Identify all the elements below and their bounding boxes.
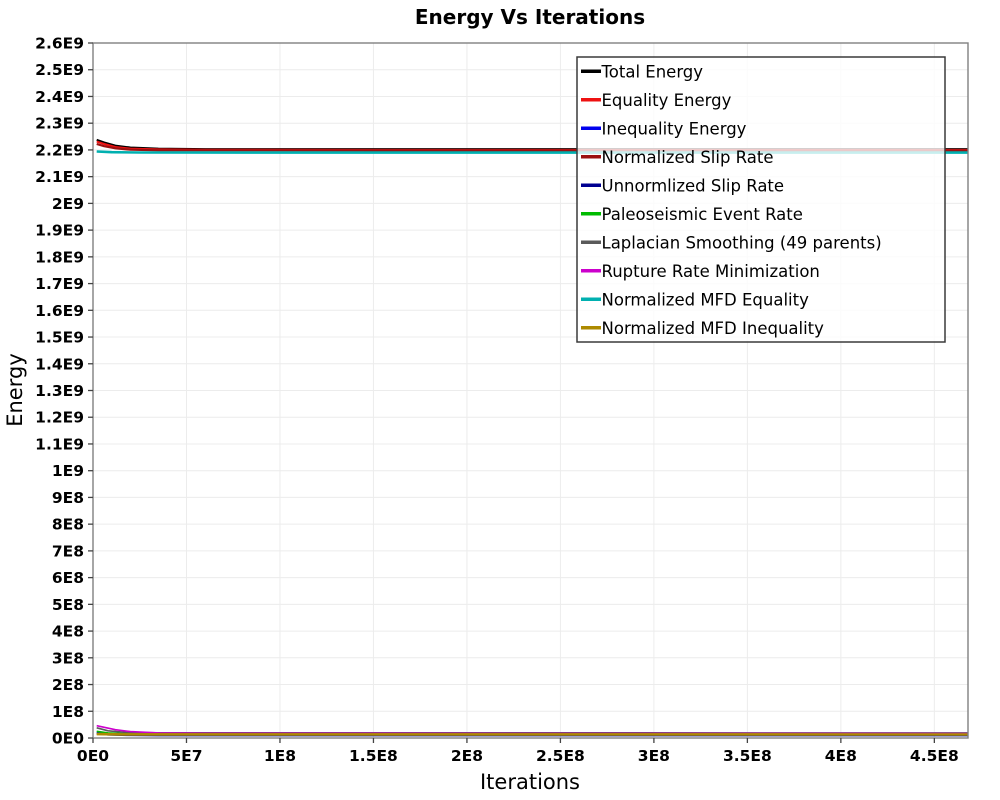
x-tick-label: 3.5E8 bbox=[723, 747, 772, 765]
legend-item: Total Energy bbox=[581, 62, 703, 81]
legend-label: Equality Energy bbox=[602, 91, 732, 110]
legend-label: Inequality Energy bbox=[602, 119, 747, 138]
y-tick-label: 1E9 bbox=[52, 462, 84, 480]
y-tick-label: 5E8 bbox=[52, 596, 84, 614]
y-tick-label: 1.3E9 bbox=[35, 382, 84, 400]
y-tick-label: 1.1E9 bbox=[35, 435, 84, 453]
legend-label: Unnormlized Slip Rate bbox=[602, 176, 785, 195]
y-tick-label: 7E8 bbox=[52, 542, 84, 560]
legend-label: Normalized Slip Rate bbox=[602, 148, 774, 167]
legend-item: Paleoseismic Event Rate bbox=[581, 205, 803, 224]
x-tick-label: 5E7 bbox=[170, 747, 202, 765]
y-tick-label: 1.9E9 bbox=[35, 222, 84, 240]
y-tick-label: 3E8 bbox=[52, 649, 84, 667]
y-tick-label: 2.3E9 bbox=[35, 115, 84, 133]
x-tick-label: 2E8 bbox=[451, 747, 483, 765]
x-tick-label: 1.5E8 bbox=[349, 747, 398, 765]
y-tick-label: 1.2E9 bbox=[35, 409, 84, 427]
legend-label: Paleoseismic Event Rate bbox=[602, 205, 803, 224]
series-line-normalized-slip-rate bbox=[96, 142, 968, 152]
legend-item: Normalized MFD Equality bbox=[581, 290, 809, 309]
y-tick-label: 2.4E9 bbox=[35, 88, 84, 106]
legend-item: Normalized MFD Inequality bbox=[581, 319, 824, 338]
legend-item: Normalized Slip Rate bbox=[581, 148, 774, 167]
x-axis-title: Iterations bbox=[480, 770, 580, 794]
legend-item: Rupture Rate Minimization bbox=[581, 262, 820, 281]
series-lines bbox=[96, 138, 968, 737]
y-tick-label: 0E0 bbox=[52, 730, 84, 748]
legend-item: Laplacian Smoothing (49 parents) bbox=[581, 233, 882, 252]
axes: 0E0 5E7 1E8 1.5E8 2E8 2.5E8 3E8 3.5E8 4E8 4.5E8 0E… bbox=[35, 35, 969, 765]
legend-label: Normalized MFD Equality bbox=[602, 290, 810, 309]
x-tick-label: 4E8 bbox=[825, 747, 857, 765]
x-tick-label: 3E8 bbox=[638, 747, 670, 765]
y-tick-label: 2.2E9 bbox=[35, 141, 84, 159]
series-line-normalized-mfd-equality bbox=[96, 150, 968, 154]
legend: Total Energy Equality Energy Inequality En… bbox=[576, 56, 946, 343]
y-axis-title: Energy bbox=[3, 353, 27, 427]
legend-label: Total Energy bbox=[601, 62, 704, 81]
y-tick-label: 1.4E9 bbox=[35, 355, 84, 373]
y-tick-label: 2.5E9 bbox=[35, 61, 84, 79]
legend-label: Laplacian Smoothing (49 parents) bbox=[602, 233, 882, 252]
y-tick-label: 1.6E9 bbox=[35, 302, 84, 320]
x-tick-label: 1E8 bbox=[264, 747, 296, 765]
legend-item: Inequality Energy bbox=[581, 119, 747, 138]
x-tick-label: 4.5E8 bbox=[910, 747, 959, 765]
y-tick-label: 9E8 bbox=[52, 489, 84, 507]
chart-title: Energy Vs Iterations bbox=[415, 5, 645, 29]
legend-item: Equality Energy bbox=[581, 91, 732, 110]
y-tick-label: 1.7E9 bbox=[35, 275, 84, 293]
legend-item: Unnormlized Slip Rate bbox=[581, 176, 784, 195]
y-tick-label: 1.5E9 bbox=[35, 329, 84, 347]
y-tick-label: 2.1E9 bbox=[35, 168, 84, 186]
x-tick-label: 2.5E8 bbox=[536, 747, 585, 765]
legend-label: Rupture Rate Minimization bbox=[602, 262, 820, 281]
y-tick-label: 1.8E9 bbox=[35, 248, 84, 266]
y-tick-label: 2E8 bbox=[52, 676, 84, 694]
y-tick-label: 4E8 bbox=[52, 623, 84, 641]
y-tick-label: 6E8 bbox=[52, 569, 84, 587]
y-tick-label: 2.6E9 bbox=[35, 35, 84, 53]
y-tick-label: 2E9 bbox=[52, 195, 84, 213]
y-tick-label: 8E8 bbox=[52, 516, 84, 534]
legend-box bbox=[576, 56, 946, 343]
series-line-laplacian-smoothing-49-parents bbox=[96, 727, 968, 734]
y-tick-label: 1E8 bbox=[52, 703, 84, 721]
x-tick-label: 0E0 bbox=[77, 747, 109, 765]
legend-label: Normalized MFD Inequality bbox=[602, 319, 825, 338]
